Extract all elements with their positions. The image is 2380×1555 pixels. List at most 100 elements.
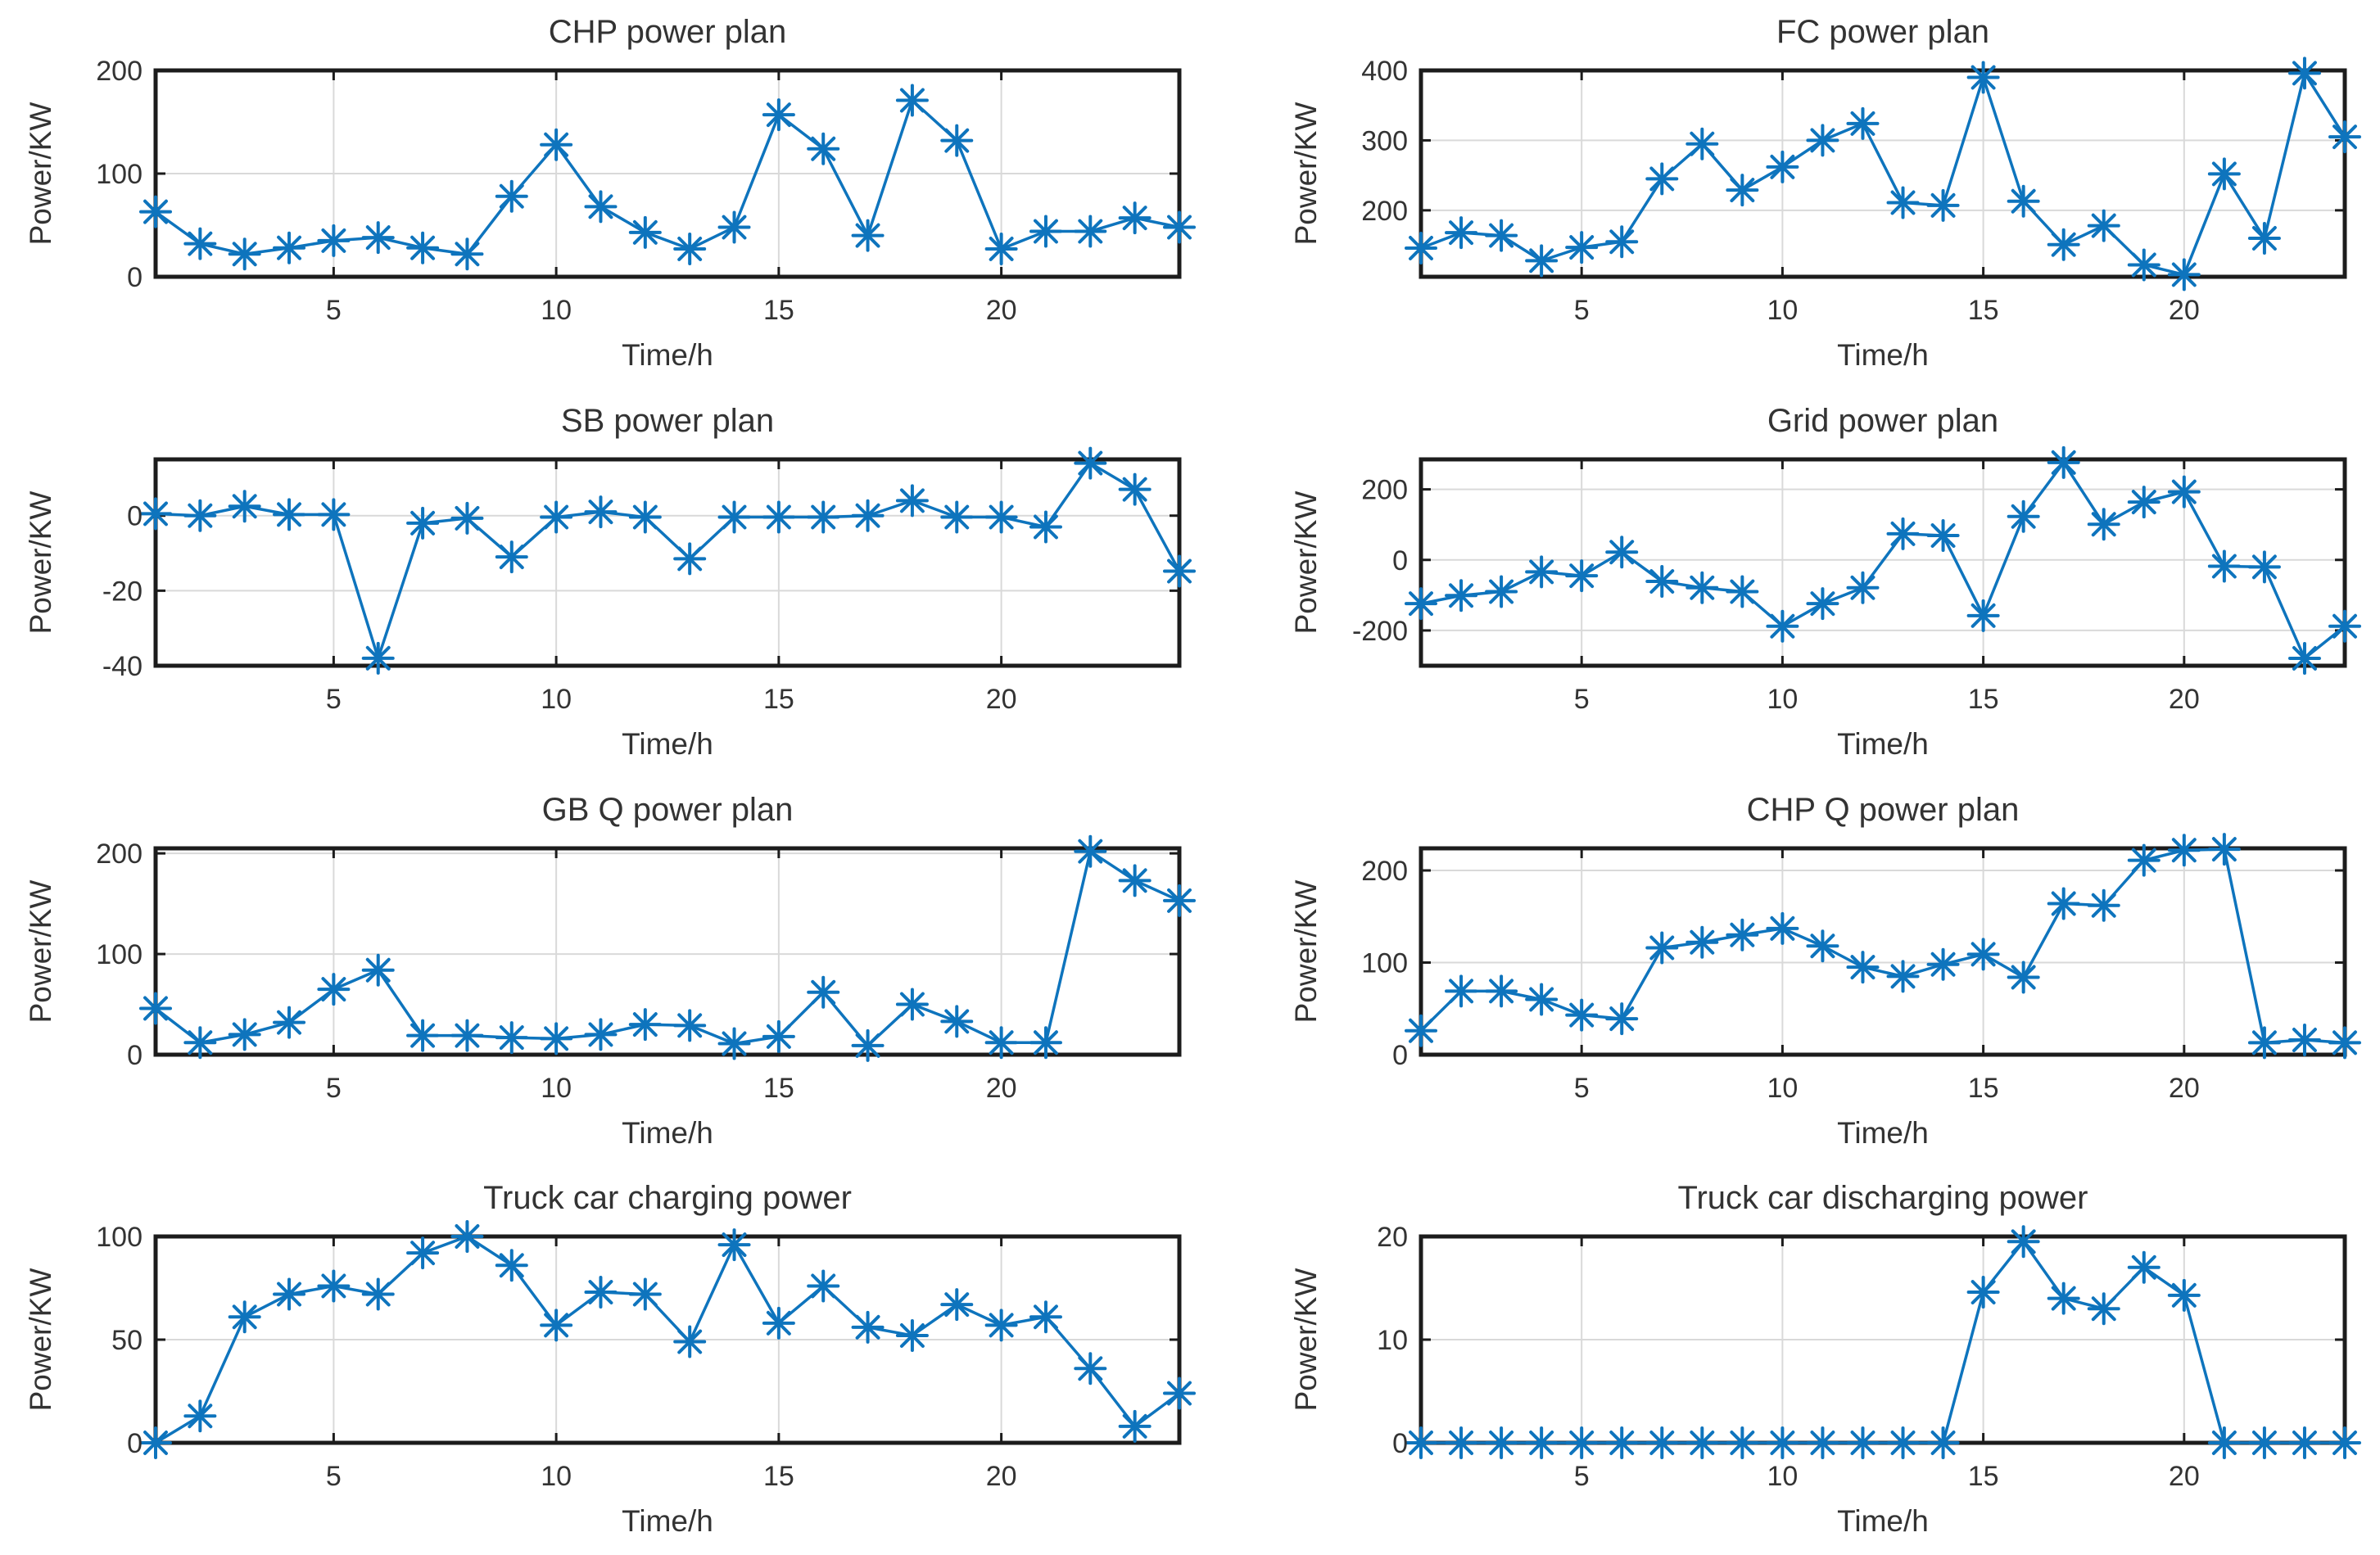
x-tick-label: 20 (986, 1461, 1017, 1492)
subplot-title: Grid power plan (1767, 403, 1998, 439)
subplot-sb-power-plan: 5 10 15 20 -40 -20 0 SB power plan Time/h Power/K… (0, 389, 1196, 778)
marker-arm (2211, 1431, 2237, 1456)
y-tick-label: 100 (96, 939, 143, 970)
marker-asterisk (317, 224, 351, 257)
x-tick-label: 10 (541, 684, 572, 715)
y-tick-label: -40 (102, 651, 143, 682)
marker-asterisk (495, 179, 528, 213)
marker-asterisk (139, 497, 172, 531)
data-markers (139, 1220, 1196, 1460)
y-tick-label: 0 (127, 262, 143, 293)
y-tick-label: 200 (96, 839, 143, 870)
marker-arm (2332, 1029, 2357, 1055)
marker-asterisk (1926, 188, 1960, 222)
subplot-svg-grid-power-plan: 5 10 15 20 -200 0 200 Grid power plan Time/h Powe… (1289, 403, 2361, 761)
marker-arm (1930, 522, 1956, 548)
marker-arm (455, 1224, 480, 1250)
marker-asterisk (1886, 1426, 1920, 1460)
marker-arm (766, 1024, 791, 1049)
marker-asterisk (450, 501, 484, 535)
marker-asterisk (1685, 1426, 1719, 1460)
marker-asterisk (406, 506, 440, 540)
marker-arm (1890, 1431, 1916, 1456)
marker-asterisk (1163, 210, 1196, 244)
marker-arm (2131, 1255, 2156, 1281)
marker-asterisk (1605, 1426, 1639, 1460)
marker-asterisk (1766, 1426, 1799, 1460)
marker-asterisk (139, 1426, 172, 1460)
marker-arm (1489, 223, 1514, 248)
x-axis-label: Time/h (622, 338, 713, 372)
marker-arm (1167, 1381, 1192, 1406)
marker-asterisk (2167, 833, 2201, 866)
marker-asterisk (851, 1028, 885, 1062)
marker-arm (1770, 154, 1795, 179)
marker-arm (1122, 1414, 1147, 1440)
marker-arm (1730, 178, 1755, 203)
marker-asterisk (673, 1325, 707, 1358)
marker-arm (2292, 1027, 2317, 1052)
marker-arm (1409, 1431, 1433, 1456)
marker-arm (677, 1012, 703, 1037)
marker-asterisk (361, 221, 395, 255)
y-tick-label: 10 (1377, 1325, 1408, 1356)
marker-arm (1690, 1431, 1715, 1456)
marker-asterisk (273, 231, 306, 264)
marker-arm (2171, 1283, 2197, 1309)
x-tick-label: 10 (541, 1461, 572, 1492)
marker-asterisk (1118, 1410, 1152, 1444)
marker-asterisk (2087, 508, 2120, 541)
marker-arm (1122, 867, 1147, 893)
marker-asterisk (807, 132, 840, 165)
marker-asterisk (1074, 1352, 1107, 1385)
data-markers (1405, 57, 2361, 292)
marker-asterisk (1565, 231, 1599, 264)
marker-asterisk (1645, 1426, 1679, 1460)
marker-arm (722, 1232, 747, 1258)
marker-asterisk (762, 1019, 795, 1053)
marker-asterisk (895, 84, 929, 117)
marker-arm (855, 1315, 880, 1340)
marker-arm (1890, 190, 1916, 215)
marker-asterisk (2207, 1426, 2241, 1460)
marker-asterisk (228, 1017, 261, 1051)
marker-arm (632, 1011, 658, 1037)
marker-asterisk (1846, 106, 1880, 140)
marker-arm (632, 1282, 658, 1307)
marker-arm (1890, 963, 1916, 988)
x-tick-label: 15 (763, 684, 794, 715)
tick-marks (1421, 459, 2345, 666)
marker-arm (2131, 252, 2156, 278)
marker-arm (1167, 888, 1192, 913)
marker-arm (677, 237, 703, 261)
marker-arm (1971, 941, 1996, 966)
marker-asterisk (1766, 609, 1799, 643)
data-line (1419, 847, 2346, 1044)
marker-arm (1810, 128, 1835, 153)
marker-arm (2051, 450, 2076, 475)
y-tick-label: -200 (1352, 616, 1408, 647)
marker-asterisk (2047, 445, 2080, 479)
marker-arm (2091, 512, 2116, 536)
marker-asterisk (2047, 887, 2080, 920)
marker-arm (1449, 978, 1474, 1003)
marker-arm (1971, 1280, 1996, 1305)
marker-arm (2251, 1029, 2277, 1055)
marker-asterisk (1118, 472, 1152, 506)
marker-asterisk (183, 227, 217, 260)
tick-marks (156, 69, 1179, 278)
marker-arm (2251, 554, 2277, 580)
marker-asterisk (984, 1309, 1018, 1342)
y-tick-label: 20 (1377, 1222, 1408, 1253)
marker-arm (2332, 1431, 2357, 1456)
marker-asterisk (1445, 579, 1478, 613)
marker-asterisk (540, 1021, 573, 1055)
marker-arm (944, 128, 970, 153)
marker-arm (544, 1313, 569, 1338)
marker-asterisk (807, 500, 840, 534)
marker-asterisk (807, 975, 840, 1009)
marker-arm (588, 499, 613, 524)
x-tick-label: 20 (2169, 1461, 2200, 1492)
marker-arm (1409, 1018, 1433, 1043)
marker-arm (2332, 124, 2357, 150)
